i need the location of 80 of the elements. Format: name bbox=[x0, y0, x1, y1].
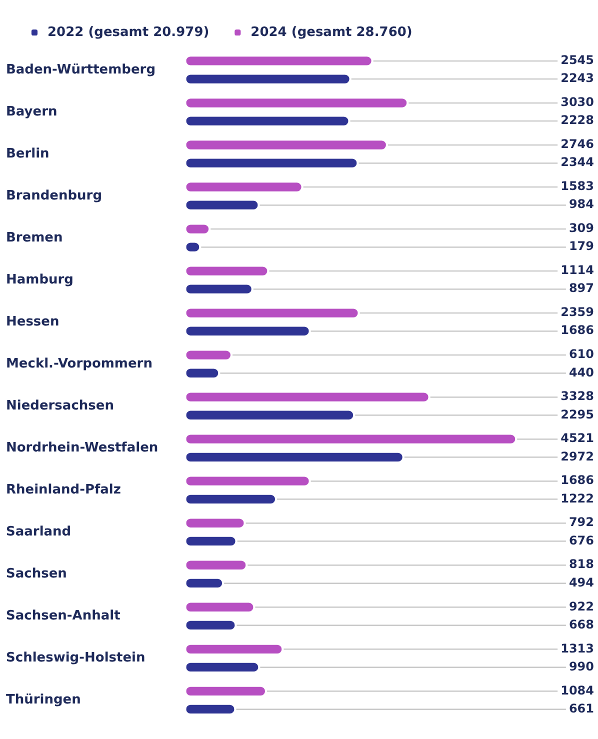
y-tick-label: Hamburg bbox=[6, 272, 74, 288]
data-label: 1583 bbox=[560, 179, 594, 194]
bar bbox=[186, 182, 302, 192]
data-label: 1084 bbox=[560, 683, 594, 698]
data-label: 1686 bbox=[560, 473, 594, 488]
bar bbox=[186, 644, 282, 654]
data-label: 2545 bbox=[560, 53, 594, 68]
y-tick-label: Brandenburg bbox=[6, 188, 102, 204]
data-label: 2228 bbox=[560, 113, 594, 128]
data-label: 2746 bbox=[560, 137, 594, 152]
data-label: 179 bbox=[568, 239, 594, 254]
bar bbox=[186, 326, 309, 336]
legend-label: 2024 (gesamt 28.760) bbox=[250, 24, 412, 40]
data-label: 610 bbox=[568, 347, 594, 362]
y-tick-label: Nordrhein-Westfalen bbox=[6, 440, 158, 456]
y-tick-label: Hessen bbox=[6, 314, 60, 330]
bar bbox=[186, 536, 236, 546]
bar bbox=[186, 704, 234, 714]
bar bbox=[186, 284, 252, 294]
bar bbox=[186, 602, 254, 612]
bar bbox=[186, 98, 407, 108]
bar bbox=[186, 434, 516, 444]
y-tick-label: Niedersachsen bbox=[6, 398, 114, 414]
bar bbox=[186, 200, 258, 210]
data-label: 1686 bbox=[560, 323, 594, 338]
y-tick-label: Sachsen-Anhalt bbox=[6, 608, 120, 624]
legend-label: 2022 (gesamt 20.979) bbox=[48, 24, 210, 40]
y-tick-label: Meckl.-Vorpommern bbox=[6, 356, 152, 372]
data-label: 668 bbox=[568, 617, 594, 632]
data-label: 3328 bbox=[560, 389, 594, 404]
y-tick-label: Berlin bbox=[6, 146, 50, 162]
bar bbox=[186, 140, 386, 150]
bar bbox=[186, 350, 231, 360]
data-label: 1222 bbox=[560, 491, 594, 506]
y-tick-label: Schleswig-Holstein bbox=[6, 650, 146, 666]
bar bbox=[186, 620, 235, 630]
data-label: 676 bbox=[568, 533, 594, 548]
bar bbox=[186, 56, 372, 66]
data-label: 818 bbox=[568, 557, 594, 572]
bar bbox=[186, 74, 350, 84]
bar bbox=[186, 560, 246, 570]
bar bbox=[186, 476, 309, 486]
y-tick-label: Rheinland-Pfalz bbox=[6, 482, 121, 498]
bar bbox=[186, 686, 266, 696]
bar bbox=[186, 452, 402, 462]
bar bbox=[186, 266, 268, 276]
bar bbox=[186, 158, 357, 168]
data-label: 2243 bbox=[560, 71, 594, 86]
bar bbox=[186, 662, 258, 672]
data-label: 1114 bbox=[560, 263, 594, 278]
data-label: 494 bbox=[568, 575, 594, 590]
y-tick-label: Bayern bbox=[6, 104, 58, 120]
data-label: 2295 bbox=[560, 407, 594, 422]
data-label: 309 bbox=[568, 221, 594, 236]
y-tick-label: Sachsen bbox=[6, 566, 67, 582]
data-label: 4521 bbox=[560, 431, 594, 446]
data-label: 984 bbox=[568, 197, 594, 212]
y-tick-label: Saarland bbox=[6, 524, 72, 540]
data-label: 1313 bbox=[560, 641, 594, 656]
data-label: 792 bbox=[568, 515, 594, 530]
bar bbox=[186, 308, 358, 318]
y-tick-label: Baden-Württemberg bbox=[6, 62, 156, 78]
bar bbox=[186, 578, 222, 588]
bar bbox=[186, 518, 244, 528]
bar bbox=[186, 116, 348, 126]
data-label: 440 bbox=[568, 365, 594, 380]
bar bbox=[186, 494, 276, 504]
y-tick-label: Bremen bbox=[6, 230, 63, 246]
data-label: 897 bbox=[568, 281, 594, 296]
data-label: 3030 bbox=[560, 95, 594, 110]
data-label: 2344 bbox=[560, 155, 594, 170]
data-label: 922 bbox=[568, 599, 594, 614]
data-label: 2359 bbox=[560, 305, 594, 320]
data-label: 990 bbox=[568, 659, 594, 674]
bar bbox=[186, 368, 218, 378]
bar bbox=[186, 410, 354, 420]
data-label: 661 bbox=[568, 701, 594, 716]
data-label: 2972 bbox=[560, 449, 594, 464]
bar bbox=[186, 392, 428, 402]
y-tick-label: Thüringen bbox=[6, 692, 81, 708]
